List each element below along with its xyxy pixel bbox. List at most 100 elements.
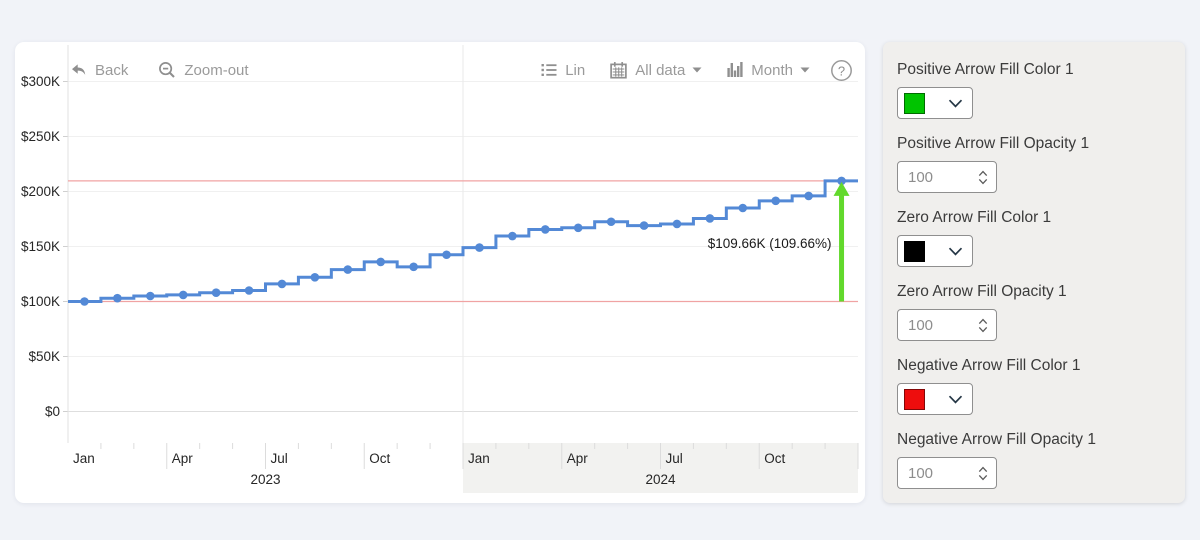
list-icon xyxy=(541,64,557,76)
opacity-value: 100 xyxy=(908,316,934,334)
data-point[interactable] xyxy=(804,191,813,201)
settings-list: Positive Arrow Fill Color 1 Positive Arro… xyxy=(897,59,1171,489)
y-axis-label: $100K xyxy=(21,294,60,309)
change-annotation: $109.66K (109.66%) xyxy=(708,236,832,251)
color-swatch xyxy=(904,240,925,262)
y-axis-label: $150K xyxy=(21,239,60,254)
change-arrow-shaft xyxy=(839,194,845,302)
data-point[interactable] xyxy=(442,250,451,260)
data-point[interactable] xyxy=(606,217,616,227)
opacity-value: 100 xyxy=(908,168,934,186)
all-data-label: All data xyxy=(635,61,686,79)
data-point[interactable] xyxy=(211,288,221,297)
number-spinner[interactable] xyxy=(978,466,988,481)
data-point[interactable] xyxy=(145,291,155,301)
calendar-icon xyxy=(610,61,627,79)
x-axis-label: Jan xyxy=(468,451,490,466)
data-point[interactable] xyxy=(508,231,517,241)
spinner-up-icon[interactable] xyxy=(978,466,988,473)
zoom-out-label: Zoom-out xyxy=(184,61,249,79)
y-axis-label: $50K xyxy=(28,349,60,364)
data-point[interactable] xyxy=(475,243,484,252)
svg-text:?: ? xyxy=(838,63,845,78)
step-line-chart[interactable]: $0 $50K $100K $150K $200K $250K $300K Jan Apr Jul… xyxy=(15,42,865,503)
zoom-out-button[interactable]: Zoom-out xyxy=(158,61,249,80)
data-point[interactable] xyxy=(376,257,386,267)
data-point[interactable] xyxy=(573,223,583,233)
x-axis-label: Oct xyxy=(369,451,390,466)
data-point[interactable] xyxy=(837,176,846,186)
data-point[interactable] xyxy=(113,293,122,303)
setting-label: Positive Arrow Fill Color 1 xyxy=(897,61,1074,78)
help-icon: ? xyxy=(831,59,852,81)
chart-toolbar: Back Zoom-out xyxy=(69,55,853,85)
data-point[interactable] xyxy=(540,225,550,234)
data-point[interactable] xyxy=(178,290,188,300)
data-point[interactable] xyxy=(705,214,715,223)
data-point[interactable] xyxy=(277,279,287,289)
lin-label: Lin xyxy=(565,61,586,79)
setting-label: Positive Arrow Fill Opacity 1 xyxy=(897,135,1090,152)
color-swatch xyxy=(904,92,925,114)
x-axis-label: Jul xyxy=(271,451,288,466)
color-select[interactable] xyxy=(897,383,973,415)
y-axis-label: $250K xyxy=(21,129,60,144)
spinner-up-icon[interactable] xyxy=(978,170,988,177)
chevron-down-icon xyxy=(948,395,963,404)
month-label: Month xyxy=(751,61,793,79)
data-point[interactable] xyxy=(343,265,353,274)
spinner-down-icon[interactable] xyxy=(978,474,988,481)
chart-card: Back Zoom-out xyxy=(15,42,865,503)
y-axis-label: $200K xyxy=(21,184,60,199)
data-point[interactable] xyxy=(244,286,254,295)
setting-label: Zero Arrow Fill Opacity 1 xyxy=(897,283,1067,300)
data-point[interactable] xyxy=(409,262,418,272)
color-swatch xyxy=(904,388,925,410)
chevron-down-icon xyxy=(948,99,963,108)
year-label: 2023 xyxy=(250,472,280,487)
data-point[interactable] xyxy=(639,221,649,230)
y-axis-label: $300K xyxy=(21,74,60,89)
zoom-out-icon xyxy=(159,61,176,78)
date-range-dropdown[interactable]: All data xyxy=(609,61,702,80)
setting-label: Zero Arrow Fill Color 1 xyxy=(897,209,1052,226)
data-point[interactable] xyxy=(310,273,320,282)
data-point[interactable] xyxy=(738,203,748,213)
number-spinner[interactable] xyxy=(978,170,988,185)
setting-label: Negative Arrow Fill Color 1 xyxy=(897,357,1081,374)
spinner-down-icon[interactable] xyxy=(978,178,988,185)
x-axis-label: Apr xyxy=(172,451,194,466)
period-dropdown[interactable]: Month xyxy=(726,61,810,79)
back-label: Back xyxy=(95,61,129,79)
data-point[interactable] xyxy=(80,297,89,306)
x-axis-label: Apr xyxy=(567,451,589,466)
opacity-value: 100 xyxy=(908,464,934,482)
x-axis-label: Oct xyxy=(764,451,785,466)
x-axis-label: Jul xyxy=(666,451,683,466)
bar-chart-icon xyxy=(727,62,743,77)
data-point[interactable] xyxy=(672,219,682,229)
step-line-series xyxy=(68,179,858,303)
opacity-input[interactable]: 100 xyxy=(897,309,997,341)
back-button[interactable]: Back xyxy=(69,61,128,79)
y-axis-label: $0 xyxy=(45,404,60,419)
spinner-up-icon[interactable] xyxy=(978,318,988,325)
help-button[interactable]: ? xyxy=(830,59,853,82)
change-arrow-head xyxy=(833,181,850,196)
setting-label: Negative Arrow Fill Opacity 1 xyxy=(897,431,1096,448)
lin-log-toggle[interactable]: Lin xyxy=(540,61,585,79)
spinner-down-icon[interactable] xyxy=(978,326,988,333)
x-axis-label: Jan xyxy=(73,451,95,466)
undo-arrow-icon xyxy=(72,64,86,75)
color-select[interactable] xyxy=(897,235,973,267)
opacity-input[interactable]: 100 xyxy=(897,457,997,489)
chevron-down-icon xyxy=(692,67,702,73)
data-point[interactable] xyxy=(771,196,781,206)
opacity-input[interactable]: 100 xyxy=(897,161,997,193)
number-spinner[interactable] xyxy=(978,318,988,333)
year-label: 2024 xyxy=(645,472,676,487)
settings-panel: Positive Arrow Fill Color 1 Positive Arro… xyxy=(883,42,1185,503)
chevron-down-icon xyxy=(800,67,810,73)
color-select[interactable] xyxy=(897,87,973,119)
chevron-down-icon xyxy=(948,247,963,256)
